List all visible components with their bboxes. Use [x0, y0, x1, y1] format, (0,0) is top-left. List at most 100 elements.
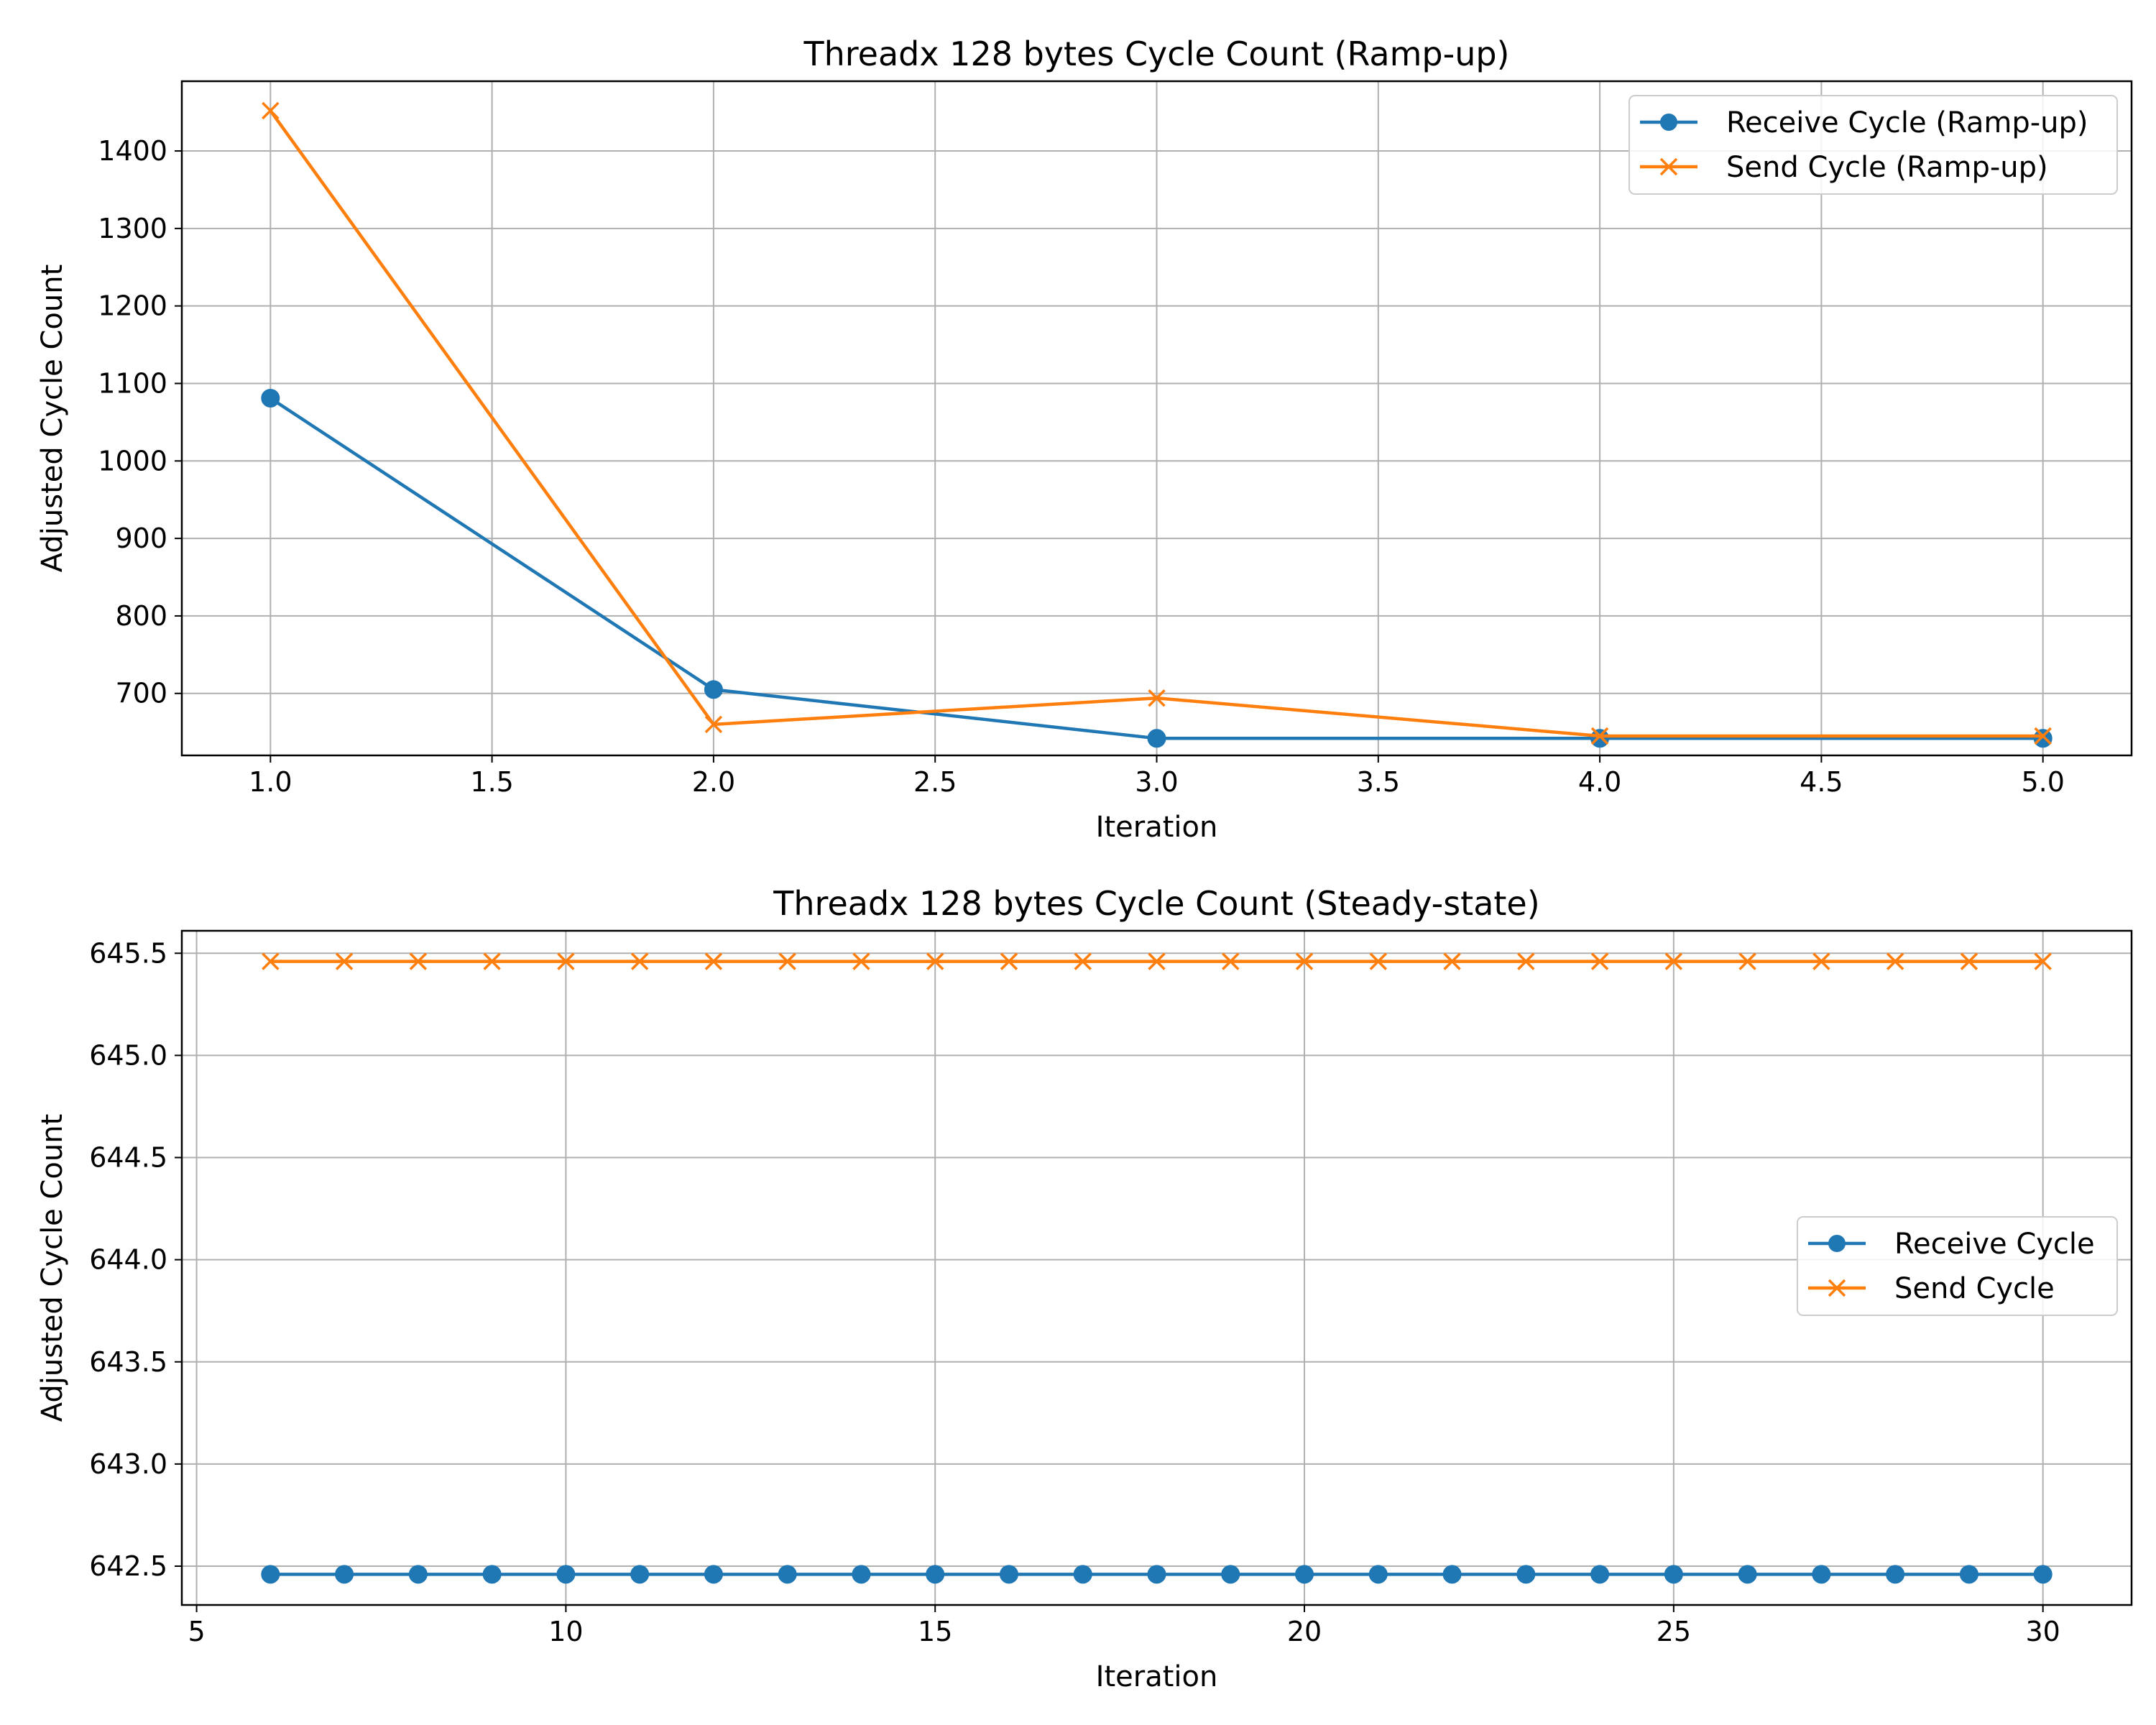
- data-point: [1590, 729, 1610, 748]
- x-tick-label: 4.0: [1578, 766, 1621, 798]
- legend-entry-2: Send Cycle: [1808, 1272, 2055, 1305]
- data-point: [2033, 729, 2053, 748]
- chart-panel-1: 1.0 1.5 2.0 2.5 3.0 3.5 4.0 4.5 5.0 700 800 900 1000…: [36, 34, 2133, 844]
- y-axis: 642.5 643.0 643.5 644.0 644.5 645.0 645.5: [89, 937, 182, 1582]
- data-point: [1960, 952, 1978, 970]
- data-point: [1369, 952, 1388, 970]
- x-tick-label: 4.5: [1800, 766, 1843, 798]
- data-point: [408, 1565, 428, 1584]
- x-tick-label: 5.0: [2021, 766, 2064, 798]
- data-point: [556, 1565, 576, 1584]
- data-point: [1442, 1565, 1462, 1584]
- x-tick-label: 1.0: [249, 766, 292, 798]
- data-point: [1295, 1565, 1314, 1584]
- y-axis-label: Adjusted Cycle Count: [36, 1114, 69, 1422]
- data-point: [261, 1565, 280, 1584]
- legend-marker: [1659, 157, 1678, 176]
- x-tick-label: 2.0: [692, 766, 735, 798]
- y-tick-label: 900: [115, 523, 167, 554]
- data-point: [1147, 729, 1166, 748]
- data-point: [704, 680, 723, 699]
- y-tick-label: 645.0: [89, 1039, 167, 1071]
- series-1: [261, 1565, 2053, 1584]
- x-tick-label: 20: [1287, 1616, 1322, 1647]
- y-tick-label: 1200: [98, 290, 167, 322]
- x-tick-label: 10: [548, 1616, 583, 1647]
- data-point: [778, 1565, 797, 1584]
- x-tick-label: 3.5: [1357, 766, 1400, 798]
- y-tick-label: 700: [115, 678, 167, 709]
- data-point: [630, 952, 649, 970]
- y-tick-label: 1100: [98, 367, 167, 399]
- legend-entry-1: Receive Cycle: [1808, 1228, 2095, 1261]
- y-tick-label: 644.0: [89, 1244, 167, 1276]
- data-point: [1148, 689, 1166, 707]
- data-point: [1590, 727, 1609, 745]
- legend: Receive Cycle Send Cycle: [1797, 1216, 2118, 1316]
- data-point: [1148, 952, 1166, 970]
- x-tick-label: 1.5: [470, 766, 513, 798]
- data-point: [778, 952, 796, 970]
- data-point: [1590, 1565, 1610, 1584]
- series-2: [262, 952, 2052, 970]
- data-point: [335, 952, 354, 970]
- legend-marker: [1828, 1279, 1846, 1297]
- legend-box: [1797, 1216, 2118, 1316]
- y-tick-label: 645.5: [89, 937, 167, 969]
- grid: [182, 81, 2132, 755]
- legend-label: Send Cycle: [1894, 1272, 2055, 1305]
- data-point: [262, 952, 280, 970]
- data-point: [1443, 952, 1461, 970]
- data-point: [630, 1565, 650, 1584]
- data-point: [262, 101, 280, 120]
- data-point: [557, 952, 575, 970]
- data-point: [1222, 952, 1240, 970]
- legend-marker: [1660, 114, 1677, 131]
- data-point: [926, 952, 944, 970]
- y-tick-label: 644.5: [89, 1142, 167, 1174]
- y-axis: 700 800 900 1000 1100 1200 1300 1400: [98, 135, 182, 709]
- data-point: [409, 952, 428, 970]
- legend-box: [1628, 95, 2118, 195]
- data-point: [1147, 1565, 1166, 1584]
- legend-entry-2: Send Cycle (Ramp-up): [1640, 151, 2048, 184]
- data-point: [1738, 1565, 1757, 1584]
- data-point: [2033, 1565, 2053, 1584]
- data-point: [852, 1565, 871, 1584]
- data-point: [1517, 952, 1535, 970]
- data-point: [261, 388, 280, 408]
- chart-title: Threadx 128 bytes Cycle Count (Steady-st…: [773, 884, 1539, 923]
- data-point: [1295, 952, 1314, 970]
- y-tick-label: 643.0: [89, 1448, 167, 1480]
- data-point: [1886, 1565, 1905, 1584]
- y-axis-label: Adjusted Cycle Count: [36, 264, 69, 573]
- x-axis-label: Iteration: [1096, 1660, 1218, 1693]
- data-point: [704, 715, 723, 734]
- data-point: [1664, 952, 1683, 970]
- series-1: [261, 388, 2053, 748]
- data-point: [926, 1565, 945, 1584]
- plot-frame: [180, 929, 2133, 1606]
- data-point: [704, 1565, 723, 1584]
- legend-entry-1: Receive Cycle (Ramp-up): [1640, 106, 2088, 139]
- x-axis: 5 10 15 20 25 30: [188, 1605, 2060, 1647]
- data-point: [1368, 1565, 1388, 1584]
- x-tick-label: 2.5: [913, 766, 957, 798]
- data-point: [2034, 727, 2052, 745]
- y-tick-label: 642.5: [89, 1550, 167, 1582]
- y-tick-label: 1000: [98, 445, 167, 477]
- data-point: [1000, 952, 1018, 970]
- y-tick-label: 800: [115, 600, 167, 632]
- data-point: [1959, 1565, 1978, 1584]
- data-point: [1664, 1565, 1683, 1584]
- data-point: [335, 1565, 354, 1584]
- data-point: [482, 1565, 502, 1584]
- x-tick-label: 5: [188, 1616, 205, 1647]
- legend-marker: [1828, 1235, 1846, 1252]
- data-point: [1590, 952, 1609, 970]
- x-axis: 1.0 1.5 2.0 2.5 3.0 3.5 4.0 4.5 5.0: [249, 755, 2065, 798]
- data-point: [1074, 952, 1092, 970]
- y-tick-label: 1300: [98, 213, 167, 244]
- data-point: [1221, 1565, 1240, 1584]
